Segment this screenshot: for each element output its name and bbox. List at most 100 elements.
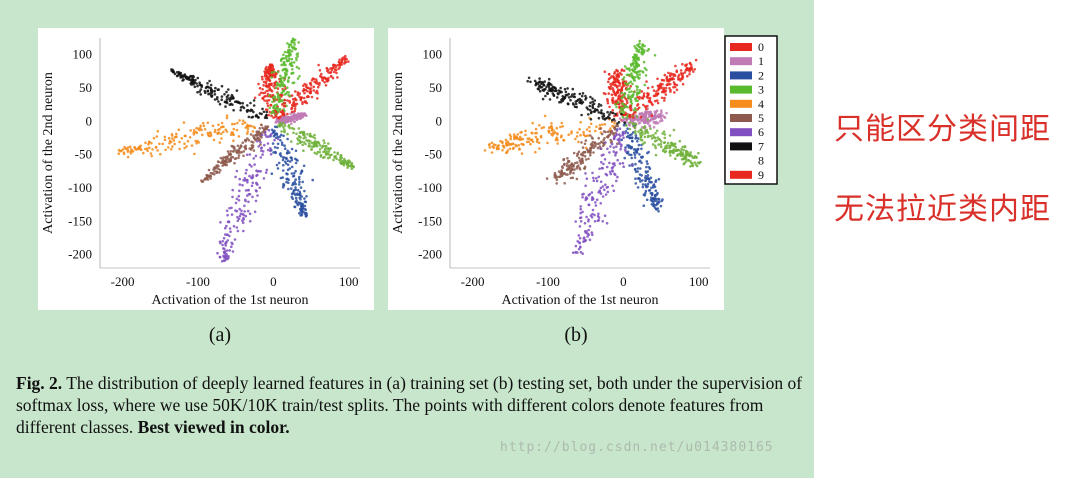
data-point-class-4	[524, 129, 527, 133]
data-point-class-8	[653, 136, 657, 140]
data-point-class-6	[262, 177, 266, 180]
data-point-class-7	[573, 105, 577, 109]
data-point-class-6	[591, 233, 594, 236]
data-point-class-2	[627, 144, 630, 147]
data-point-class-6	[244, 189, 248, 192]
data-point-class-2	[303, 207, 307, 211]
data-point-class-5	[554, 173, 557, 177]
data-point-class-6	[571, 251, 575, 254]
data-point-class-7	[589, 111, 593, 115]
data-point-class-2	[294, 157, 297, 161]
data-point-class-1	[652, 126, 656, 129]
data-point-class-4	[169, 148, 173, 151]
data-point-class-4	[199, 126, 202, 130]
data-point-class-3	[638, 42, 641, 45]
data-point-class-3	[283, 50, 287, 54]
data-point-class-8	[661, 132, 664, 135]
data-point-class-4	[555, 136, 559, 140]
data-point-class-5	[265, 127, 268, 131]
data-point-class-8	[317, 142, 321, 145]
data-point-class-6	[247, 188, 250, 192]
data-point-class-0	[617, 81, 621, 85]
data-point-class-9	[686, 74, 689, 78]
data-point-class-1	[659, 115, 663, 119]
data-point-class-7	[175, 71, 179, 74]
data-point-class-9	[624, 113, 627, 116]
data-point-class-8	[339, 154, 343, 157]
data-point-class-0	[265, 84, 269, 88]
data-point-class-3	[622, 78, 625, 81]
data-point-class-4	[192, 129, 196, 132]
data-point-class-5	[217, 171, 221, 174]
data-point-class-8	[302, 133, 305, 137]
data-point-class-7	[220, 95, 224, 98]
data-point-class-4	[241, 119, 245, 122]
data-point-class-0	[268, 110, 271, 114]
data-point-class-4	[211, 124, 215, 128]
data-point-class-2	[288, 160, 292, 163]
legend-label-4: 4	[758, 97, 764, 111]
data-point-class-9	[656, 92, 660, 95]
data-point-class-9	[296, 93, 300, 96]
data-point-class-7	[588, 104, 592, 108]
data-point-class-6	[587, 194, 590, 197]
data-point-class-7	[578, 101, 581, 104]
data-point-class-8	[326, 152, 330, 156]
data-point-class-0	[265, 89, 268, 93]
data-point-class-9	[274, 114, 278, 117]
data-point-class-3	[622, 76, 626, 79]
data-point-class-7	[569, 95, 573, 98]
data-point-class-6	[226, 213, 229, 217]
data-point-class-4	[539, 136, 543, 139]
data-point-class-9	[693, 68, 696, 71]
y-tick-label: -100	[68, 180, 92, 195]
data-point-class-6	[248, 163, 251, 166]
data-point-class-6	[603, 188, 606, 192]
data-point-class-6	[577, 247, 581, 251]
data-point-class-4	[219, 132, 223, 135]
data-point-class-9	[316, 85, 320, 89]
data-point-class-6	[599, 180, 603, 183]
data-point-class-9	[672, 86, 675, 89]
data-point-class-6	[243, 210, 246, 213]
scatter-plot-training: -200 -100 0 100 100 50 0 -50 -100 -150 -200 Activat…	[38, 28, 374, 310]
data-point-class-8	[656, 136, 660, 139]
data-point-class-7	[533, 79, 537, 83]
data-point-class-7	[193, 85, 197, 89]
data-point-class-6	[233, 238, 237, 241]
data-point-class-3	[290, 57, 294, 61]
data-point-class-6	[231, 250, 235, 253]
data-point-class-2	[654, 179, 658, 182]
data-point-class-4	[504, 138, 508, 142]
data-point-class-5	[217, 167, 220, 171]
data-point-class-3	[628, 90, 631, 94]
data-point-class-9	[317, 63, 320, 67]
data-point-class-4	[195, 126, 198, 130]
data-point-class-2	[638, 153, 641, 156]
data-point-class-5	[594, 144, 597, 148]
data-point-class-6	[589, 214, 593, 217]
data-point-class-4	[507, 143, 511, 146]
data-point-class-5	[201, 180, 205, 183]
data-point-class-8	[315, 143, 318, 147]
data-point-class-4	[168, 139, 172, 143]
data-point-class-4	[502, 144, 505, 148]
data-point-class-3	[631, 61, 635, 65]
data-point-class-6	[261, 153, 264, 156]
data-point-class-4	[556, 142, 559, 145]
data-point-class-8	[665, 144, 669, 147]
data-point-class-8	[668, 134, 672, 137]
data-point-class-2	[300, 169, 304, 172]
legend-swatch-2	[730, 71, 752, 80]
data-point-class-7	[217, 100, 220, 103]
data-point-class-6	[238, 177, 241, 181]
data-point-class-6	[238, 214, 242, 218]
data-point-class-7	[216, 96, 219, 99]
data-point-class-2	[632, 151, 636, 155]
data-point-class-6	[216, 251, 219, 255]
x-tick-label: -100	[536, 274, 560, 289]
data-point-class-0	[269, 103, 273, 107]
data-point-class-4	[513, 135, 516, 139]
data-point-class-0	[268, 79, 272, 83]
data-point-class-7	[581, 92, 585, 95]
